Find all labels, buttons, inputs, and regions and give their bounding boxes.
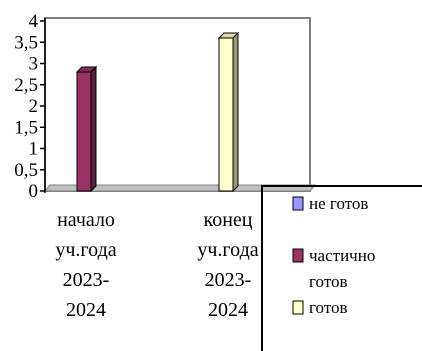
category-label-line: конец bbox=[204, 209, 253, 231]
legend-label: не готов bbox=[309, 194, 368, 213]
category-label-line: 2023- bbox=[63, 269, 110, 291]
y-tick-label: 1 bbox=[29, 139, 39, 160]
y-tick-label: 2,5 bbox=[14, 75, 38, 96]
category-label-line: уч.года bbox=[197, 239, 258, 261]
category-label-line: 2023- bbox=[205, 269, 252, 291]
y-tick-label: 4 bbox=[29, 11, 39, 32]
bar-side bbox=[90, 65, 97, 193]
legend-label-line: частично bbox=[309, 246, 375, 265]
category-label-line: начало bbox=[57, 209, 115, 231]
category-labels: начало уч.года 2023- 2024 конец уч.года 2023- 2… bbox=[55, 209, 258, 321]
y-tick-label: 0,5 bbox=[14, 160, 38, 181]
legend: не готов частично готов готов bbox=[292, 194, 375, 317]
y-tick-label: 3,5 bbox=[14, 32, 38, 53]
legend-swatch bbox=[292, 300, 304, 315]
bar-1-series-2 bbox=[75, 65, 98, 193]
bar-front bbox=[76, 71, 92, 192]
y-tick-label: 0 bbox=[29, 181, 39, 202]
category-label-line: уч.года bbox=[55, 239, 116, 261]
y-tick-label: 2 bbox=[29, 96, 39, 117]
legend-swatch bbox=[292, 196, 304, 211]
legend-swatch bbox=[292, 248, 304, 263]
y-axis-ticks: 00,511,522,533,54 bbox=[14, 11, 45, 202]
bar-front bbox=[218, 37, 234, 192]
y-tick-label: 1,5 bbox=[14, 117, 38, 138]
legend-label: готов bbox=[309, 298, 348, 317]
y-tick-label: 3 bbox=[29, 54, 39, 75]
category-label-line: 2024 bbox=[208, 299, 248, 321]
category-label-line: 2024 bbox=[66, 299, 106, 321]
bar-side bbox=[232, 31, 239, 193]
legend-label-line: готов bbox=[309, 272, 348, 291]
legend-frame bbox=[261, 185, 422, 351]
bar-2-series-3 bbox=[217, 31, 240, 193]
bars-layer bbox=[75, 31, 240, 193]
